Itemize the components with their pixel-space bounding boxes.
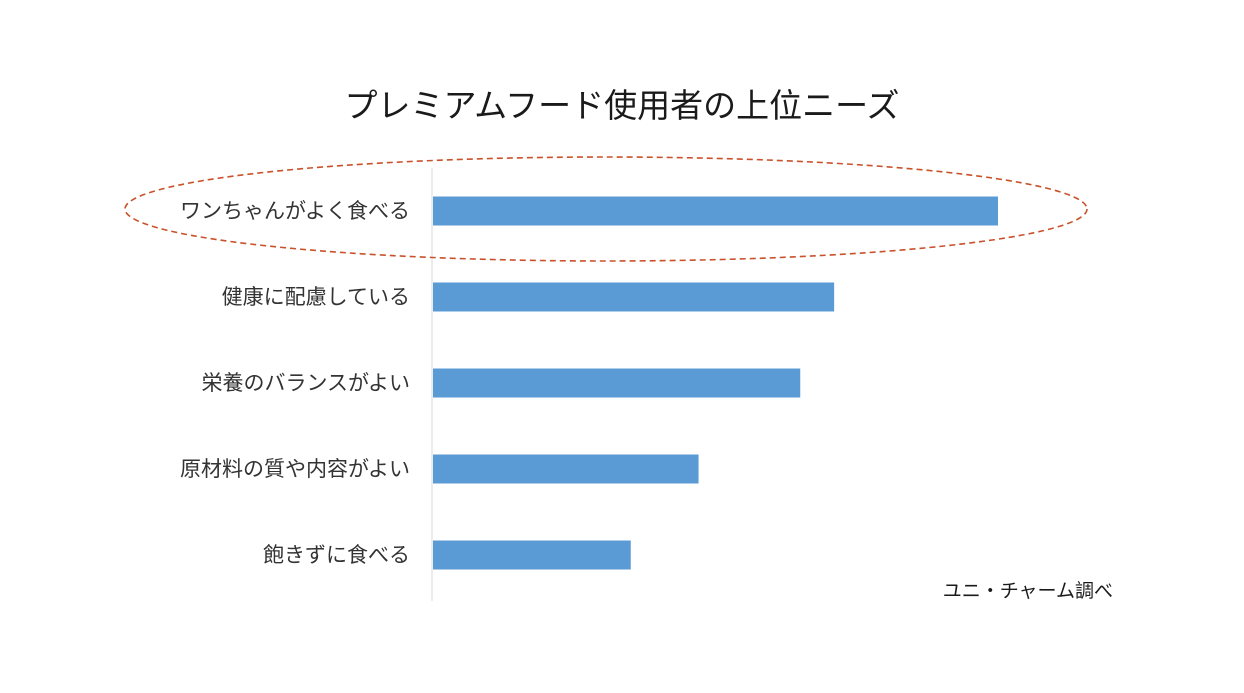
chart-title: プレミアムフード使用者の上位ニーズ bbox=[344, 86, 899, 125]
category-label-4: 飽きずに食べる bbox=[263, 543, 410, 567]
bars-group bbox=[433, 196, 998, 570]
category-label-3: 原材料の質や内容がよい bbox=[180, 457, 410, 481]
category-labels: ワンちゃんがよく食べる健康に配慮している栄養のバランスがよい原材料の質や内容がよ… bbox=[180, 199, 410, 567]
highlight-ellipse bbox=[124, 156, 1088, 262]
source-note: ユニ・チャーム調べ bbox=[943, 580, 1113, 602]
bar-4 bbox=[433, 540, 631, 570]
category-label-1: 健康に配慮している bbox=[222, 285, 410, 309]
category-label-2: 栄養のバランスがよい bbox=[201, 371, 410, 395]
bar-3 bbox=[433, 454, 699, 484]
bar-2 bbox=[433, 368, 801, 398]
category-label-0: ワンちゃんがよく食べる bbox=[180, 199, 410, 223]
bar-1 bbox=[433, 282, 835, 312]
bar-0 bbox=[433, 196, 998, 226]
